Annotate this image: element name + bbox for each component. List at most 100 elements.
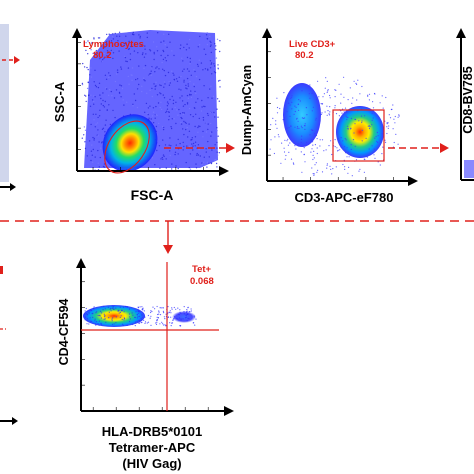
density-dot xyxy=(168,81,170,83)
density-dot xyxy=(84,94,86,97)
density-dot xyxy=(356,99,358,101)
density-dot xyxy=(296,126,299,128)
density-dot xyxy=(97,135,99,137)
density-dot xyxy=(138,34,140,36)
density-dot xyxy=(93,139,95,141)
density-dot xyxy=(100,97,102,100)
density-dot xyxy=(139,306,141,308)
density-dot xyxy=(137,307,140,309)
density-dot xyxy=(104,314,106,317)
density-dot xyxy=(139,37,141,39)
density-dot xyxy=(173,118,175,120)
density-dot xyxy=(84,129,87,131)
density-dot xyxy=(330,140,332,142)
density-dot xyxy=(94,320,96,322)
density-dot xyxy=(388,125,390,127)
density-dot xyxy=(288,151,290,153)
density-dot xyxy=(193,315,195,317)
density-dot xyxy=(312,154,314,156)
density-dot xyxy=(106,33,108,36)
density-dot xyxy=(160,93,162,95)
density-dot xyxy=(397,143,399,145)
density-dot xyxy=(313,174,315,176)
density-dot xyxy=(152,111,155,113)
density-dot xyxy=(372,117,374,119)
density-dot xyxy=(386,132,388,135)
partial-left-panel xyxy=(0,24,18,425)
density-dot xyxy=(311,129,313,131)
density-dot xyxy=(153,51,155,54)
density-dot xyxy=(206,32,208,34)
plot-tetramer-cd4: Tet+ 0.068 HLA-DRB5*0101 Tetramer-APC (H… xyxy=(57,258,234,471)
density-dot xyxy=(345,139,347,141)
density-dot xyxy=(334,139,336,141)
density-dot xyxy=(107,306,109,308)
density-dot xyxy=(195,92,197,95)
density-dot xyxy=(205,53,207,56)
density-dot xyxy=(182,113,185,116)
density-dot xyxy=(368,125,370,127)
density-dot xyxy=(344,166,346,168)
density-dot xyxy=(96,122,99,124)
density-dot xyxy=(350,144,352,146)
density-dot xyxy=(215,48,217,51)
density-dot xyxy=(175,78,178,80)
density-dot xyxy=(91,154,94,156)
density-dot xyxy=(110,40,113,42)
density-dot xyxy=(114,116,116,119)
density-dot xyxy=(164,324,166,326)
density-dot xyxy=(351,102,353,104)
density-dot xyxy=(126,324,128,326)
density-dot xyxy=(312,141,314,143)
density-dot xyxy=(330,168,332,170)
density-dot xyxy=(188,123,190,125)
density-dot xyxy=(286,140,288,142)
density-dot xyxy=(163,97,166,99)
density-dot xyxy=(214,144,216,146)
density-dot xyxy=(149,73,151,75)
density-dot xyxy=(175,165,177,167)
density-dot xyxy=(327,90,329,92)
density-dot xyxy=(156,66,158,68)
density-dot xyxy=(210,62,213,64)
density-dot xyxy=(113,97,116,99)
density-dot xyxy=(165,325,167,327)
density-dot xyxy=(350,154,352,156)
density-dot xyxy=(106,55,108,57)
density-dot xyxy=(331,173,333,175)
density-dot xyxy=(195,75,198,78)
density-dot xyxy=(369,126,371,128)
density-dot xyxy=(123,42,126,45)
density-dot xyxy=(186,145,188,147)
density-dot xyxy=(122,99,124,101)
density-dot xyxy=(156,50,159,52)
density-dot xyxy=(316,98,318,101)
density-dot xyxy=(298,109,300,111)
density-dot xyxy=(98,37,101,39)
density-dot xyxy=(103,57,105,59)
density-dot xyxy=(198,44,201,46)
density-dot xyxy=(98,115,101,117)
density-dot xyxy=(171,168,173,170)
density-dot xyxy=(137,52,139,54)
plot4-density-tail xyxy=(172,311,196,323)
density-dot xyxy=(340,144,342,146)
density-dot xyxy=(158,68,160,70)
density-dot xyxy=(294,105,296,107)
density-dot xyxy=(216,127,218,129)
density-dot xyxy=(201,99,203,102)
density-dot xyxy=(190,90,192,92)
density-dot xyxy=(189,153,192,155)
density-dot xyxy=(209,40,211,42)
density-dot xyxy=(287,98,289,100)
density-dot xyxy=(281,142,283,144)
density-dot xyxy=(206,161,208,163)
density-dot xyxy=(347,125,349,127)
density-dot xyxy=(315,162,317,164)
density-dot xyxy=(158,311,160,313)
density-dot xyxy=(322,96,324,98)
density-dot xyxy=(219,86,221,88)
density-dot xyxy=(387,122,389,124)
density-dot xyxy=(147,314,149,317)
density-dot xyxy=(147,107,150,109)
